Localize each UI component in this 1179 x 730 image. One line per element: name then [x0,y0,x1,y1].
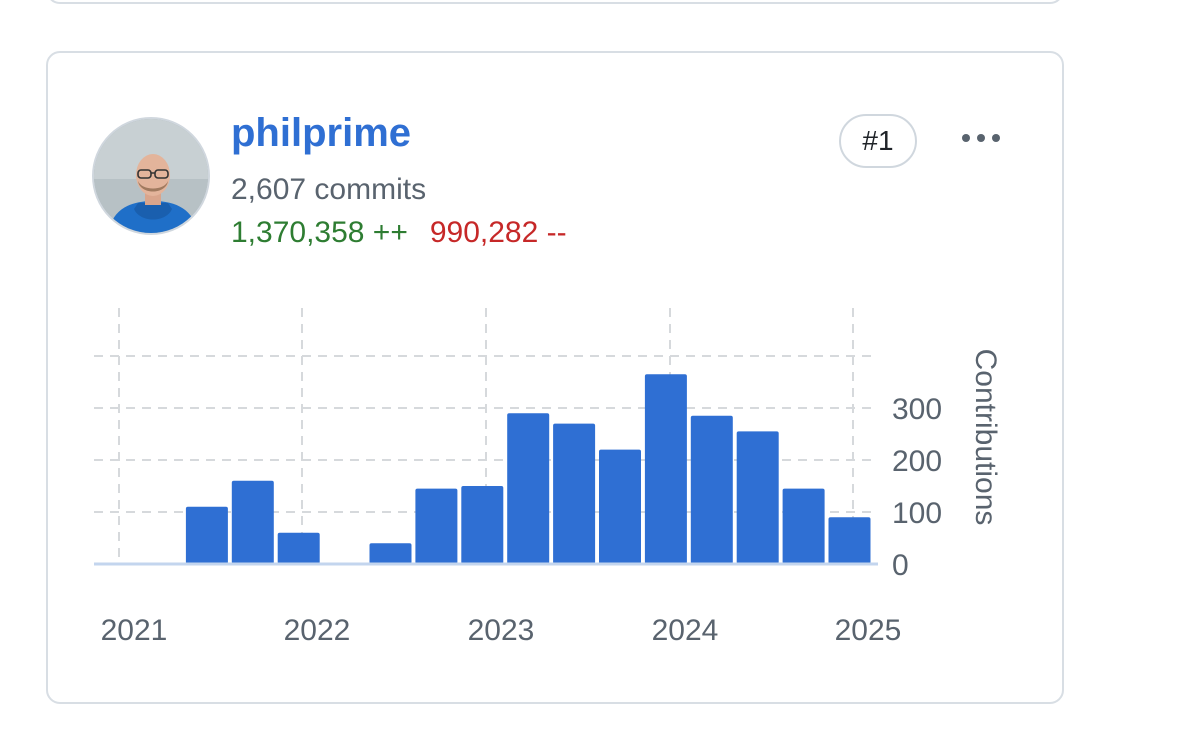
y-tick-label: 200 [892,445,942,478]
x-tick-label: 2023 [468,614,535,647]
bar-2024-Q4 [828,517,871,564]
bar-2021-Q4 [277,532,320,564]
bar-2023-Q4 [644,374,687,564]
avatar[interactable] [92,117,210,235]
username-link[interactable]: philprime [231,111,412,155]
bar-2024-Q2 [736,431,779,564]
bar-2022-Q4 [461,486,504,564]
deletions-count: 990,282 -- [429,216,567,249]
x-tick-label: 2021 [101,614,168,647]
x-tick-label: 2024 [652,614,719,647]
kebab-dot-icon [962,134,970,142]
bar-2021-Q3 [231,480,274,564]
x-tick-label: 2022 [284,614,351,647]
bar-2024-Q1 [690,415,733,564]
bar-2021-Q2 [185,506,228,564]
x-tick-label: 2025 [835,614,902,647]
bar-2023-Q1 [507,413,550,564]
commit-count: 2,607 commits [231,173,427,206]
more-options-button[interactable] [948,115,1014,161]
bar-2023-Q3 [599,449,641,564]
avatar-photo [94,119,208,233]
previous-contributor-card [46,0,1064,4]
kebab-dot-icon [977,134,985,142]
contributions-chart: 0 100 200 300 2021 2022 2023 2024 2025 Contributi… [94,308,1002,647]
kebab-dot-icon [992,134,1000,142]
bar-2022-Q3 [415,488,458,564]
contributor-card: philprime 2,607 commits 1,370,358 ++ 990,… [46,51,1064,704]
y-tick-label: 0 [892,549,909,582]
bar-2023-Q2 [553,423,596,564]
y-tick-label: 100 [892,497,942,530]
bar-2022-Q2 [369,543,412,564]
additions-count: 1,370,358 ++ [231,216,408,249]
y-tick-label: 300 [892,393,942,426]
y-axis-title: Contributions [969,349,1002,526]
bar-2024-Q3 [782,488,825,564]
rank-badge: #1 [839,114,917,168]
line-stats: 1,370,358 ++ 990,282 -- [231,216,567,250]
